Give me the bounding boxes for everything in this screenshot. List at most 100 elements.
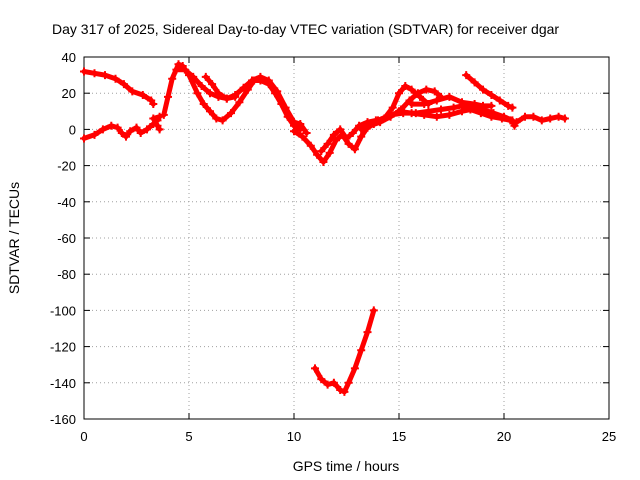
data-point — [342, 134, 351, 143]
y-tick-label: -40 — [57, 195, 76, 210]
data-point — [407, 100, 416, 109]
data-point — [449, 103, 458, 112]
data-point — [348, 129, 357, 138]
data-point — [479, 85, 487, 94]
data-point — [248, 76, 256, 85]
data-point — [206, 107, 214, 116]
series-line — [318, 83, 431, 154]
series-arc-14 — [512, 112, 569, 127]
data-point — [201, 72, 210, 81]
data-point — [107, 121, 116, 130]
data-point — [313, 150, 322, 159]
data-point — [172, 65, 181, 74]
data-point — [159, 110, 168, 119]
data-point — [332, 136, 340, 145]
data-point — [290, 118, 298, 127]
y-tick-label: 40 — [62, 50, 76, 65]
data-point — [329, 378, 338, 387]
data-point — [487, 91, 496, 100]
data-point — [128, 87, 137, 96]
data-point — [212, 114, 221, 123]
data-point — [80, 67, 88, 76]
series-line — [358, 87, 444, 132]
data-point — [504, 101, 513, 110]
y-tick-labels: 40 20 0 -20 -40 -60 -80 -100 -120 -140 -160 — [50, 50, 76, 427]
x-tick-label: 25 — [602, 429, 616, 444]
data-point — [122, 132, 130, 141]
data-point — [413, 89, 422, 98]
data-point — [357, 346, 366, 355]
data-point — [336, 386, 345, 395]
data-point — [132, 123, 141, 132]
data-point — [323, 139, 332, 148]
data-point — [302, 129, 311, 138]
data-point — [357, 125, 366, 134]
data-point — [432, 112, 441, 121]
data-point — [546, 114, 555, 123]
data-point — [445, 110, 454, 119]
data-point — [407, 109, 416, 118]
data-point — [126, 127, 135, 136]
data-point — [319, 157, 328, 166]
chart-title: Day 317 of 2025, Sidereal Day-to-day VTE… — [52, 21, 559, 37]
data-point — [311, 364, 319, 373]
data-point — [437, 105, 445, 114]
data-point — [149, 100, 158, 109]
x-tick-label: 20 — [497, 429, 511, 444]
y-tick-label: -120 — [50, 340, 76, 355]
data-point — [199, 100, 208, 109]
data-point — [344, 139, 353, 148]
data-point — [111, 74, 120, 83]
data-point — [119, 80, 128, 89]
data-point — [325, 148, 334, 157]
data-point — [445, 92, 454, 101]
data-point — [395, 107, 403, 116]
x-tick-label: 15 — [392, 429, 406, 444]
data-point — [344, 378, 353, 387]
data-point — [264, 76, 273, 85]
data-point — [500, 112, 508, 121]
data-point — [336, 125, 345, 134]
data-point — [189, 72, 198, 81]
data-point — [281, 103, 290, 112]
data-point — [466, 105, 475, 114]
data-point — [363, 328, 372, 337]
data-point — [206, 89, 214, 98]
x-tick-label: 0 — [80, 429, 87, 444]
data-point — [214, 89, 223, 98]
data-point — [401, 81, 410, 90]
data-point — [98, 125, 107, 134]
data-point — [164, 92, 172, 101]
data-point — [306, 141, 315, 150]
data-point — [521, 112, 529, 121]
data-point — [407, 85, 416, 94]
data-point — [458, 107, 466, 116]
data-point — [430, 87, 439, 96]
data-point — [290, 127, 298, 136]
data-point — [560, 114, 569, 123]
data-point — [155, 125, 164, 134]
data-point — [239, 83, 248, 92]
data-point — [512, 118, 521, 127]
data-point — [350, 145, 359, 154]
data-point — [489, 109, 498, 118]
data-point — [365, 121, 374, 130]
y-tick-label: 0 — [69, 122, 76, 137]
data-point — [174, 60, 183, 69]
data-point — [222, 94, 231, 103]
data-point — [388, 103, 397, 112]
data-point — [395, 89, 403, 98]
series-group — [80, 60, 569, 396]
data-point — [90, 69, 99, 78]
series-arc-5 — [201, 72, 240, 103]
data-point — [340, 387, 349, 396]
series-arc-11 — [407, 92, 496, 110]
series-arc-15 — [311, 306, 378, 396]
series-line — [375, 103, 486, 123]
data-point — [298, 132, 307, 141]
y-axis-label: SDTVAR / TECUs — [6, 182, 22, 294]
y-tick-label: -100 — [50, 303, 76, 318]
series-arc-2 — [80, 112, 164, 143]
data-point — [537, 116, 546, 125]
